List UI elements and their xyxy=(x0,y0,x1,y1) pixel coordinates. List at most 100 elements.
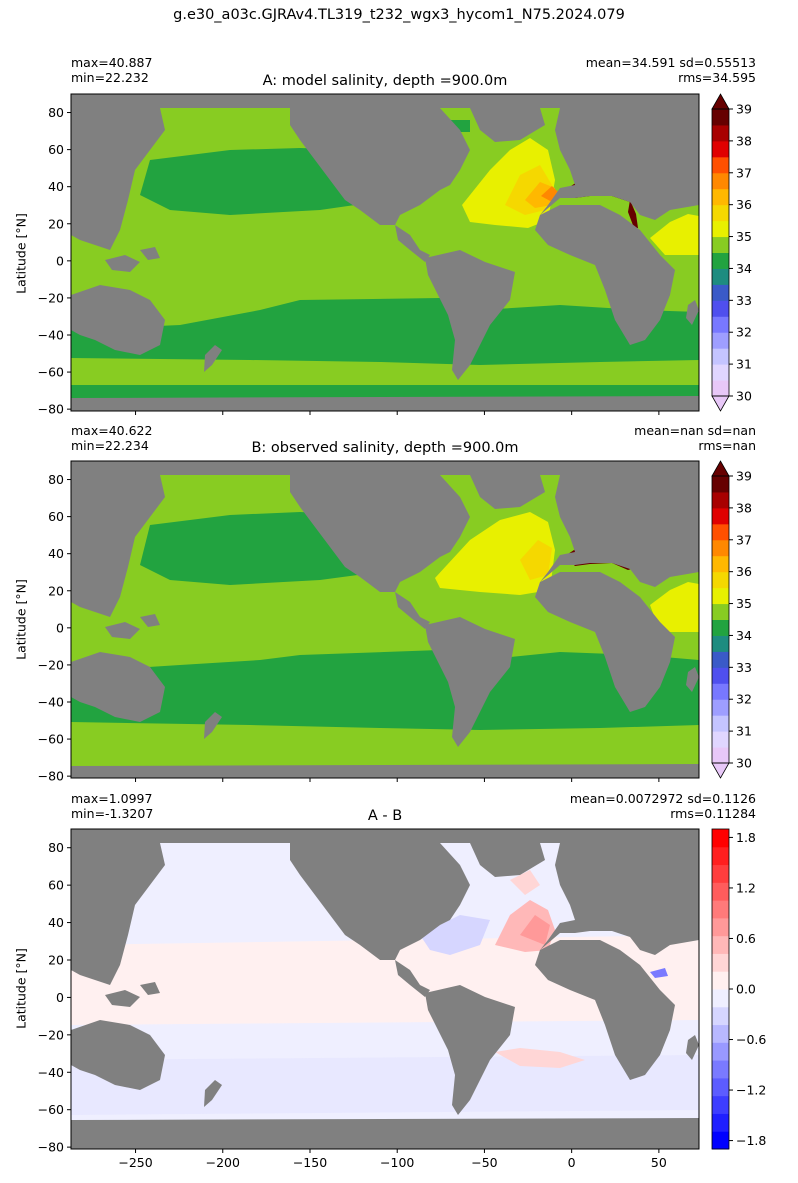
colorbar-tick-label: 35 xyxy=(736,229,752,244)
colorbar-segment xyxy=(712,1095,729,1114)
colorbar-segment xyxy=(712,348,729,365)
panel-b-title: B: observed salinity, depth =900.0m xyxy=(251,440,519,456)
colorbar-segment xyxy=(712,252,729,269)
colorbar-tick-label: −1.2 xyxy=(736,1083,766,1098)
y-tick-label: 0 xyxy=(56,990,64,1005)
y-tick-label: 20 xyxy=(48,583,64,598)
colorbar-segment xyxy=(712,491,729,509)
x-tick-label: −150 xyxy=(293,1155,327,1170)
colorbar-segment xyxy=(712,587,729,605)
colorbar-extend-min xyxy=(711,762,730,779)
colorbar-tick-label: 36 xyxy=(736,564,752,579)
colorbar-segment xyxy=(712,619,729,636)
x-tick-label: −100 xyxy=(380,1155,414,1170)
colorbar-segment xyxy=(712,635,729,652)
colorbar-extend-max xyxy=(711,93,730,110)
colorbar-tick-label: 32 xyxy=(736,692,752,707)
y-tick-label: 80 xyxy=(48,105,64,120)
colorbar-segment xyxy=(712,731,729,748)
colorbar-segment xyxy=(712,667,729,684)
colorbar-segment xyxy=(712,699,729,716)
colorbar-frame xyxy=(711,475,730,764)
y-tick-label: −20 xyxy=(38,1027,64,1042)
y-tick-label: −80 xyxy=(38,769,64,784)
colorbar-tick-label: 1.8 xyxy=(736,830,756,845)
colorbar-segment xyxy=(712,864,729,883)
colorbar-tick-label: 0.6 xyxy=(736,931,756,946)
colorbar-tick-label: 39 xyxy=(736,469,752,484)
colorbar-tick-label: 34 xyxy=(736,628,752,643)
colorbar-tick-label: −1.8 xyxy=(736,1133,766,1148)
colorbar-segment xyxy=(712,1042,729,1061)
y-tick-label: −40 xyxy=(38,1065,64,1080)
colorbar-segment xyxy=(712,204,729,222)
colorbar-segment xyxy=(712,846,729,866)
colorbar-segment xyxy=(712,603,729,620)
colorbar-segment xyxy=(712,172,729,190)
panel-c-map xyxy=(71,829,699,1149)
colorbar-segment xyxy=(712,156,729,174)
y-tick-label: −60 xyxy=(38,365,64,380)
colorbar-tick-label: 30 xyxy=(736,756,752,771)
colorbar-extend-max xyxy=(711,460,730,477)
colorbar-segment xyxy=(712,364,729,381)
y-tick-label: 40 xyxy=(48,546,64,561)
colorbar-tick-label: 35 xyxy=(736,596,752,611)
x-tick-label: 0 xyxy=(568,1155,576,1170)
y-tick-label: 80 xyxy=(48,840,64,855)
y-tick-label: 60 xyxy=(48,878,64,893)
panel-a-title: A: model salinity, depth =900.0m xyxy=(262,73,508,89)
colorbar-tick-label: 1.2 xyxy=(736,880,756,895)
figure-title: g.e30_a03c.GJRAv4.TL319_t232_wgx3_hycom1… xyxy=(173,7,625,23)
colorbar-segment xyxy=(712,829,729,848)
panel-b-stats-left: max=40.622 min=22.234 xyxy=(71,423,153,453)
y-tick-label: −20 xyxy=(38,657,64,672)
colorbar-tick-label: 37 xyxy=(736,532,752,547)
colorbar-segment xyxy=(712,989,729,1008)
colorbar-segment xyxy=(712,332,729,349)
x-tick-label: −50 xyxy=(471,1155,497,1170)
colorbar-segment xyxy=(712,109,729,126)
colorbar-segment xyxy=(712,935,729,954)
y-tick-label: 60 xyxy=(48,509,64,524)
x-tick-label: −200 xyxy=(206,1155,240,1170)
colorbar-tick-label: 38 xyxy=(736,500,752,515)
x-tick-label: 50 xyxy=(651,1155,667,1170)
y-tick-label: −60 xyxy=(38,1102,64,1117)
panel-a-stats-left: max=40.887 min=22.232 xyxy=(71,55,153,85)
colorbar-segment xyxy=(712,124,729,142)
colorbar-tick-label: 37 xyxy=(736,165,752,180)
panel-b-map xyxy=(71,461,699,778)
southern-ocean-fresh xyxy=(71,298,699,365)
colorbar-tick-label: 38 xyxy=(736,133,752,148)
y-tick-label: 80 xyxy=(48,472,64,487)
colorbar-segment xyxy=(712,188,729,206)
colorbar-segment xyxy=(712,953,729,972)
colorbar-segment xyxy=(712,900,729,919)
y-tick-label: 40 xyxy=(48,179,64,194)
colorbar-segment xyxy=(712,917,729,937)
land-mask xyxy=(71,94,699,411)
colorbar-segment xyxy=(712,236,729,253)
panel-c-stats-right: mean=0.0072972 sd=0.1126 rms=0.11284 xyxy=(569,791,756,821)
colorbar-segment xyxy=(712,1060,729,1079)
colorbar-segment xyxy=(712,539,729,557)
colorbar-segment xyxy=(712,476,729,493)
colorbar-tick-label: 32 xyxy=(736,325,752,340)
colorbar-segment xyxy=(712,747,729,764)
colorbar-segment xyxy=(712,1131,729,1150)
colorbar-extend-min xyxy=(711,395,730,412)
panel-a-axes xyxy=(70,93,700,412)
panel-a-map xyxy=(71,94,699,411)
colorbar-segment xyxy=(712,507,729,525)
panel-c-stats-left: max=1.0997 min=-1.3207 xyxy=(71,791,154,821)
axis-ticks: 80 60 40 20 0 −20 −40 −60 −80 80 60 40 20 0 −20 −40 −60 −… xyxy=(38,105,667,1170)
colorbar-tick-label: −0.6 xyxy=(736,1032,766,1047)
colorbar-tick-label: 31 xyxy=(736,724,752,739)
y-tick-label: −80 xyxy=(38,1140,64,1155)
y-tick-label: −60 xyxy=(38,732,64,747)
y-tick-label: −40 xyxy=(38,327,64,342)
colorbar-segment xyxy=(712,1077,729,1097)
colorbar-segment xyxy=(712,220,729,238)
colorbar-segment xyxy=(712,1006,729,1026)
